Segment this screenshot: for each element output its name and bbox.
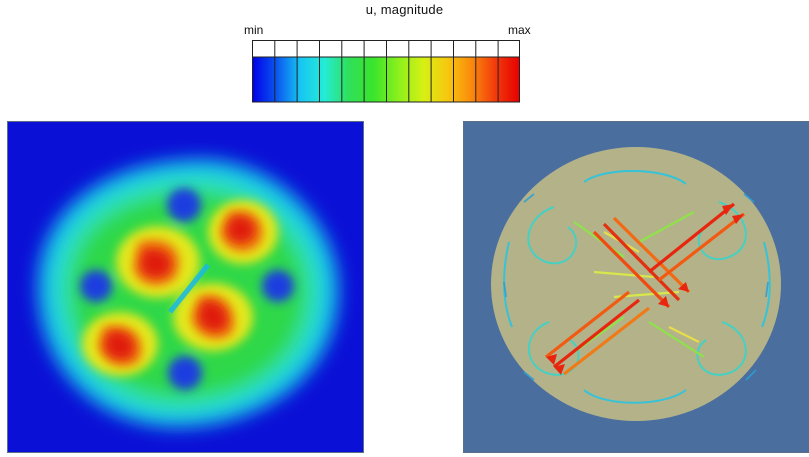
max-c	[198, 300, 228, 332]
low-spot-left	[80, 270, 112, 302]
contour-plot-panel	[7, 121, 364, 453]
low-spot-right	[262, 270, 294, 302]
legend-title: u, magnitude	[365, 2, 444, 17]
low-spot-bottom	[168, 356, 202, 390]
high-velocity-arrows	[545, 202, 745, 376]
vector-plot-panel	[463, 121, 809, 453]
domain-disk	[491, 147, 781, 421]
legend-max-label: max	[508, 23, 531, 37]
max-ur	[226, 216, 256, 243]
colorbar	[252, 40, 520, 103]
max-ul	[140, 248, 172, 278]
colorbar-ticks	[274, 40, 499, 102]
low-spot-top	[167, 188, 201, 222]
legend-min-label: min	[244, 23, 264, 37]
center-shear-band	[168, 263, 210, 314]
vortex-swirls	[503, 170, 771, 404]
arrow-heads	[546, 204, 744, 375]
boundary-glyphs	[503, 193, 769, 381]
max-ll	[104, 331, 135, 360]
